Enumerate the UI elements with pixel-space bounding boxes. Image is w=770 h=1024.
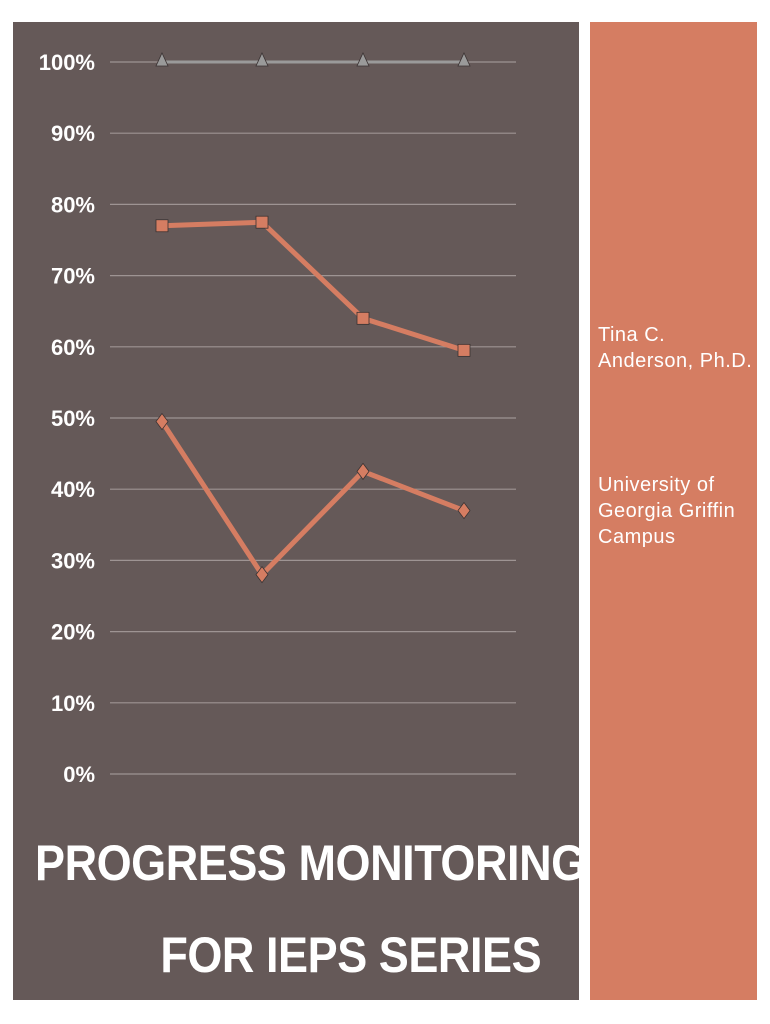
- y-tick-label: 50%: [51, 406, 95, 431]
- author-affiliation: University of Georgia Griffin Campus: [598, 474, 736, 548]
- data-point: [255, 215, 269, 229]
- data-point: [356, 52, 370, 67]
- y-tick-label: 80%: [51, 192, 95, 217]
- data-point: [255, 52, 269, 67]
- y-tick-label: 70%: [51, 264, 95, 289]
- y-tick-label: 30%: [51, 548, 95, 573]
- y-tick-label: 60%: [51, 335, 95, 360]
- series-line: [161, 219, 465, 353]
- y-tick-label: 10%: [51, 691, 95, 716]
- data-point: [356, 462, 370, 481]
- data-point: [155, 52, 169, 67]
- data-point: [356, 311, 370, 325]
- cover-title-line2: FOR IEPS SERIES: [160, 927, 541, 983]
- data-point: [457, 52, 471, 67]
- chart-series: [155, 52, 471, 584]
- data-point: [457, 501, 471, 520]
- cover-left-panel: 100% 90% 80% 70% 60% 50% 40% 30% 20% 10% 0% PROGRE…: [13, 22, 586, 1000]
- y-tick-label: 0%: [63, 762, 95, 787]
- series-triangle: [155, 52, 471, 67]
- cover-right-panel: Tina C. Anderson, Ph.D. University of Ge…: [590, 22, 757, 1000]
- chart-gridlines: [110, 61, 516, 775]
- y-tick-label: 40%: [51, 477, 95, 502]
- y-tick-label: 100%: [39, 50, 95, 75]
- y-tick-label: 20%: [51, 620, 95, 645]
- data-point: [457, 343, 471, 357]
- data-point: [255, 565, 269, 584]
- author-name: Tina C. Anderson, Ph.D.: [598, 324, 753, 372]
- data-point: [155, 219, 169, 233]
- cover-title-line1: PROGRESS MONITORING: [35, 835, 586, 891]
- progress-line-chart: 100% 90% 80% 70% 60% 50% 40% 30% 20% 10% 0%: [39, 50, 516, 787]
- series-line: [159, 420, 465, 578]
- series-diamond: [155, 412, 471, 584]
- y-tick-label: 90%: [51, 121, 95, 146]
- y-axis-tick-labels: 100% 90% 80% 70% 60% 50% 40% 30% 20% 10% 0%: [39, 50, 95, 787]
- data-point: [155, 412, 169, 431]
- series-square: [155, 215, 471, 357]
